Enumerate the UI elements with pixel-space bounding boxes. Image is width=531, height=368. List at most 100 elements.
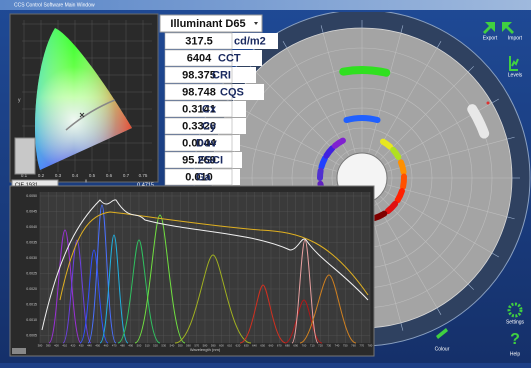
- polar-grid-spoke: [384, 190, 493, 254]
- readout-value: 0.3141: [182, 103, 216, 115]
- readout-value: 0.010: [185, 171, 213, 183]
- planckian-locus: [65, 99, 116, 131]
- colour-label[interactable]: Colour: [435, 346, 450, 352]
- polar-grid-spoke: [387, 184, 507, 218]
- export-icon[interactable]: [483, 22, 495, 34]
- readout-value: 98.748: [182, 86, 216, 98]
- spectrum-x-tick-label: 460: [104, 344, 109, 348]
- led-arc: [397, 159, 407, 176]
- polar-ring-tick: [320, 25, 324, 34]
- spectrum-x-tick-label: 590: [211, 344, 216, 348]
- spectrum-x-tick-label: 410: [62, 344, 67, 348]
- colour-icon[interactable]: [436, 328, 448, 339]
- cie-x-tick-label: 0.75: [139, 173, 148, 178]
- spectrum-x-tick-label: 500: [137, 344, 142, 348]
- spectrum-x-tick-label: 520: [153, 344, 158, 348]
- levels-label[interactable]: Levels: [508, 72, 523, 78]
- cie-readout: 0.4715: [137, 182, 154, 188]
- spectrum-x-tick-label: 390: [46, 344, 51, 348]
- led-arc: [332, 137, 346, 149]
- led-arc: [394, 187, 405, 204]
- readout-value-box: [164, 66, 233, 84]
- polar-ring-tick: [436, 41, 442, 49]
- polar-grid-spoke: [374, 47, 438, 156]
- spectrum-x-tick-label: 700: [302, 344, 307, 348]
- polar-ring-tick: [491, 98, 499, 104]
- polar-grid-spoke: [380, 71, 469, 160]
- spectrum-x-tick-label: 600: [219, 344, 224, 348]
- cie-x-tick-label: 0.7: [123, 173, 130, 178]
- spectrum-x-tick-label: 470: [112, 344, 117, 348]
- spectrum-y-tick-label: 0.0025: [26, 271, 37, 275]
- illuminant-dropdown[interactable]: [159, 14, 263, 33]
- readout-value-box: [164, 100, 233, 118]
- spectrum-x-tick-label: 400: [54, 344, 59, 348]
- cie-x-tick-label: 0.4: [72, 173, 79, 178]
- toolbar: Export Import Levels Settings ? Help Col…: [435, 22, 525, 357]
- spectrum-x-tick-label: 780: [368, 344, 373, 348]
- help-label[interactable]: Help: [510, 351, 521, 357]
- settings-label[interactable]: Settings: [506, 319, 525, 325]
- spectrum-x-tick-label: 510: [145, 344, 150, 348]
- led-arc: [384, 200, 399, 215]
- spectrum-x-tick-label: 420: [71, 344, 76, 348]
- led-arc: [390, 146, 402, 160]
- readout-value-box: [164, 134, 233, 152]
- readout-label-bg: [230, 101, 246, 117]
- readout-label-bg: [230, 118, 246, 134]
- cie-tool-strip[interactable]: [14, 137, 36, 175]
- polar-ring-tick: [506, 216, 515, 220]
- spectrum-x-tick-label: 570: [194, 344, 199, 348]
- readout-label-bg: [230, 50, 262, 66]
- levels-icon[interactable]: [509, 56, 519, 71]
- spectrum-x-tick-label: 760: [351, 344, 356, 348]
- spectrum-x-tick-label: 550: [178, 344, 183, 348]
- spectrum-x-tick-label: 750: [343, 344, 348, 348]
- readout-label-bg: [230, 84, 264, 100]
- polar-grid-spoke: [255, 71, 344, 160]
- readout-value-box: [164, 32, 233, 50]
- spectrum-y-tick-label: 0.0035: [26, 240, 37, 244]
- polar-ring-tick: [436, 307, 442, 315]
- spectrum-x-tick-label: 630: [244, 344, 249, 348]
- polar-grid-spoke: [322, 33, 356, 153]
- readout-value: 0.0044: [182, 137, 217, 149]
- spectrum-x-tick-label: 740: [335, 344, 340, 348]
- cie-x-tick-label: 0.1: [21, 173, 28, 178]
- readout-label-bg: [230, 169, 240, 185]
- readout-label-bg: [230, 135, 240, 151]
- spectrum-y-tick-label: 0.0030: [26, 256, 37, 260]
- cie-x-label: x: [85, 178, 88, 184]
- spectrum-x-tick-label: 730: [326, 344, 331, 348]
- readout-value: 0.3326: [182, 120, 216, 132]
- readout-label: cd/m2: [234, 35, 266, 47]
- spectrum-controls[interactable]: [12, 348, 26, 354]
- polar-grid-spoke: [387, 138, 507, 172]
- led-arc: [400, 173, 407, 190]
- polar-ring-tick: [506, 136, 515, 140]
- spectrum-y-tick-label: 0.0005: [26, 333, 37, 337]
- readout-label: CCT: [218, 52, 241, 64]
- led-arc: [317, 167, 324, 181]
- settings-icon[interactable]: [507, 302, 523, 318]
- import-label[interactable]: Import: [508, 35, 523, 41]
- title-bar: [0, 0, 531, 10]
- help-icon[interactable]: ?: [510, 331, 520, 348]
- readout-value-box: [164, 49, 233, 67]
- polar-grid-spoke: [231, 102, 340, 166]
- polar-marker: [486, 101, 490, 105]
- led-arc: [467, 104, 490, 139]
- readout-value: 98.375: [182, 69, 216, 81]
- readout-label: FSCI: [198, 154, 223, 166]
- import-icon[interactable]: [502, 22, 514, 34]
- readout-value: 95.269: [182, 154, 216, 166]
- polar-ring-tick: [400, 25, 404, 34]
- export-label[interactable]: Export: [483, 35, 498, 41]
- led-arc: [323, 145, 336, 159]
- readout-label: Cy: [202, 120, 217, 132]
- spectrum-x-tick-label: 380: [38, 344, 43, 348]
- cie-x-tick-label: 0.5: [89, 173, 96, 178]
- readout-label: Ga: [196, 171, 212, 183]
- led-arc: [318, 155, 328, 171]
